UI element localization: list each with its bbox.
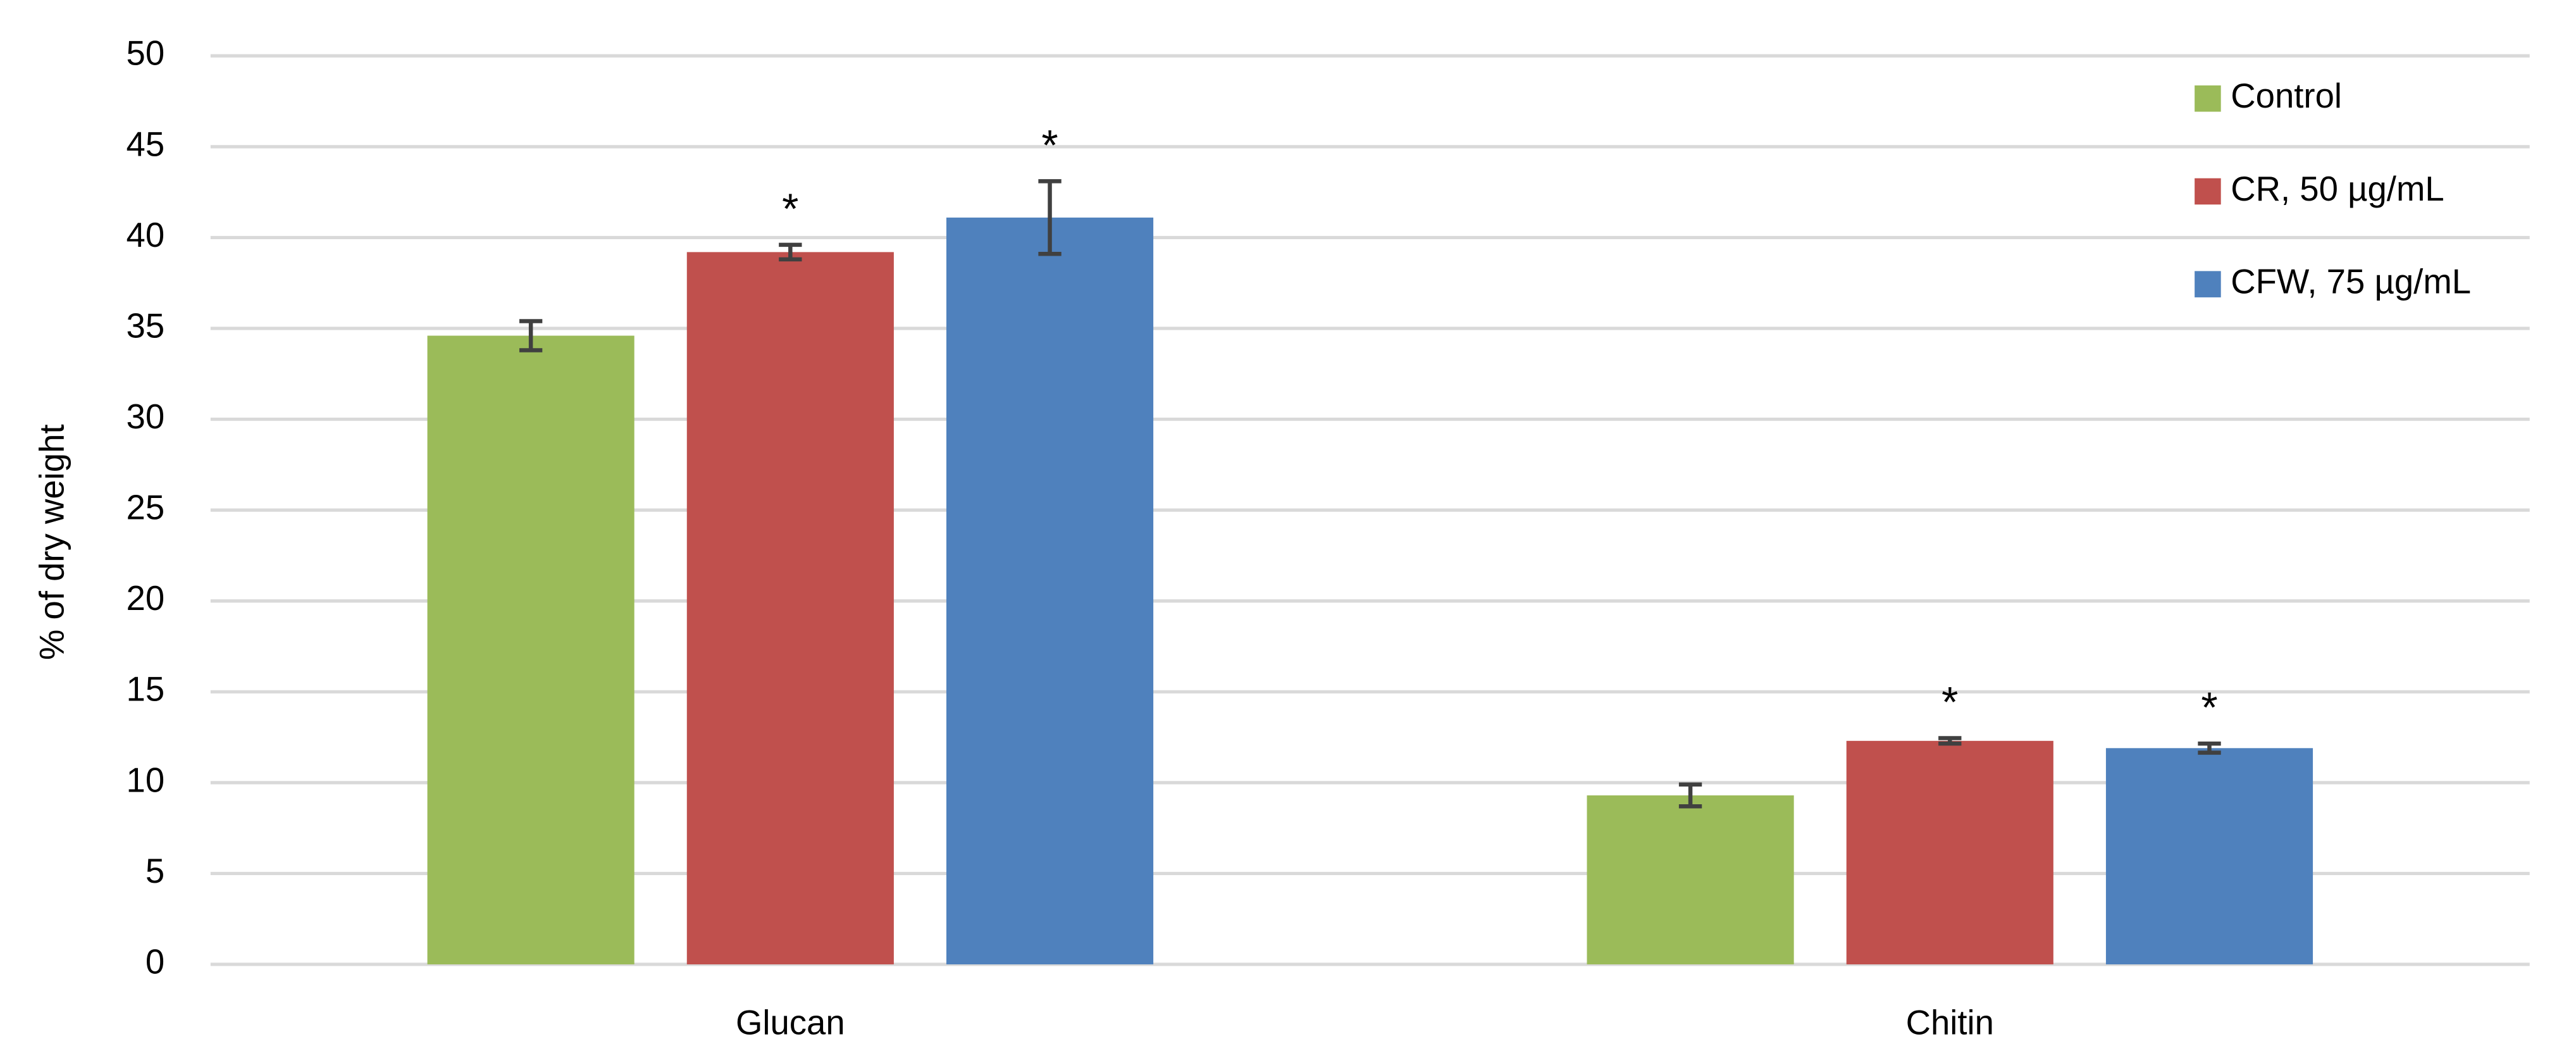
bar <box>427 335 635 965</box>
error-bar <box>1038 179 1062 256</box>
legend-swatch <box>2195 178 2221 205</box>
legend-label: CFW, 75 µg/mL <box>2231 263 2471 301</box>
significance-mark: * <box>1941 678 1958 726</box>
y-tick-label: 10 <box>127 761 165 799</box>
y-tick-label: 40 <box>127 216 165 254</box>
bar <box>686 252 894 965</box>
bar <box>1846 740 2053 965</box>
y-axis-label: % of dry weight <box>33 424 71 660</box>
x-tick-label: Chitin <box>1906 1003 1994 1042</box>
legend-label: Control <box>2231 77 2342 115</box>
error-bar <box>2198 741 2221 755</box>
bar <box>1587 795 1794 965</box>
y-tick-label: 20 <box>127 579 165 618</box>
y-tick-label: 30 <box>127 397 165 436</box>
significance-mark: * <box>2201 684 2217 731</box>
y-tick-label: 15 <box>127 670 165 709</box>
y-tick-label: 45 <box>127 125 165 163</box>
error-bar <box>779 242 802 262</box>
x-tick-label: Glucan <box>736 1003 845 1042</box>
error-bar <box>519 319 543 352</box>
error-bar <box>1938 736 1962 746</box>
legend-label: CR, 50 µg/mL <box>2231 170 2444 208</box>
bar <box>2105 748 2313 965</box>
significance-mark: * <box>1041 121 1058 169</box>
y-tick-label: 50 <box>127 34 165 73</box>
y-tick-label: 35 <box>127 306 165 345</box>
y-tick-label: 25 <box>127 489 165 527</box>
legend-swatch <box>2195 85 2221 112</box>
legend-swatch <box>2195 271 2221 297</box>
error-bar <box>1678 782 1702 809</box>
significance-mark: * <box>782 185 798 233</box>
y-tick-label: 5 <box>146 852 164 890</box>
y-tick-label: 0 <box>146 942 164 981</box>
bar <box>946 217 1154 965</box>
